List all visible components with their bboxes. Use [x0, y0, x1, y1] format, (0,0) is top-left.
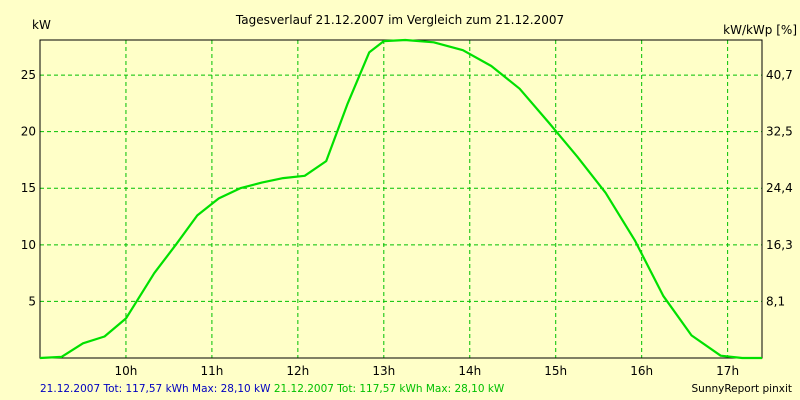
- x-tick-label: 15h: [544, 364, 567, 378]
- y-tick-label-right: 40,7: [766, 68, 793, 82]
- footer-summary-blue: 21.12.2007 Tot: 117,57 kWh Max: 28,10 kW: [40, 383, 271, 395]
- series-line-0: [39, 38, 762, 360]
- x-tick-label: 11h: [200, 364, 223, 378]
- y-tick-label-right: 32,5: [766, 125, 793, 139]
- x-tick-label: 13h: [372, 364, 395, 378]
- x-tick-label: 16h: [630, 364, 653, 378]
- y-tick-label-left: 5: [28, 294, 36, 308]
- y-axis-label-right: kW/kWp [%]: [723, 23, 797, 37]
- plot-frame: [39, 39, 763, 359]
- x-tick-label: 10h: [115, 364, 138, 378]
- y-tick-label-right: 8,1: [766, 294, 785, 308]
- x-tick-label: 12h: [286, 364, 309, 378]
- y-tick-label-left: 15: [21, 181, 36, 195]
- chart-title: Tagesverlauf 21.12.2007 im Vergleich zum…: [235, 13, 564, 27]
- grid: [40, 40, 762, 358]
- x-tick-label: 14h: [458, 364, 481, 378]
- y-tick-label-left: 20: [21, 125, 36, 139]
- y-tick-label-left: 10: [21, 238, 36, 252]
- x-tick-label: 17h: [716, 364, 739, 378]
- y-tick-label-right: 24,4: [766, 181, 793, 195]
- tick-labels: 10h 11h 12h 13h 14h 15h 16h 17h 5 10 15 20 25 8,1 16,3…: [21, 68, 793, 378]
- footer-summary-green: 21.12.2007 Tot: 117,57 kWh Max: 28,10 kW: [273, 383, 505, 395]
- series-layer: [39, 38, 762, 360]
- footer-summary: 21.12.2007 Tot: 117,57 kWh Max: 28,10 kW…: [40, 383, 504, 395]
- y-tick-label-right: 16,3: [766, 238, 793, 252]
- footer-credit: SunnyReport pinxit: [691, 383, 792, 395]
- y-axis-label-left: kW: [32, 18, 51, 32]
- y-tick-label-left: 25: [21, 68, 36, 82]
